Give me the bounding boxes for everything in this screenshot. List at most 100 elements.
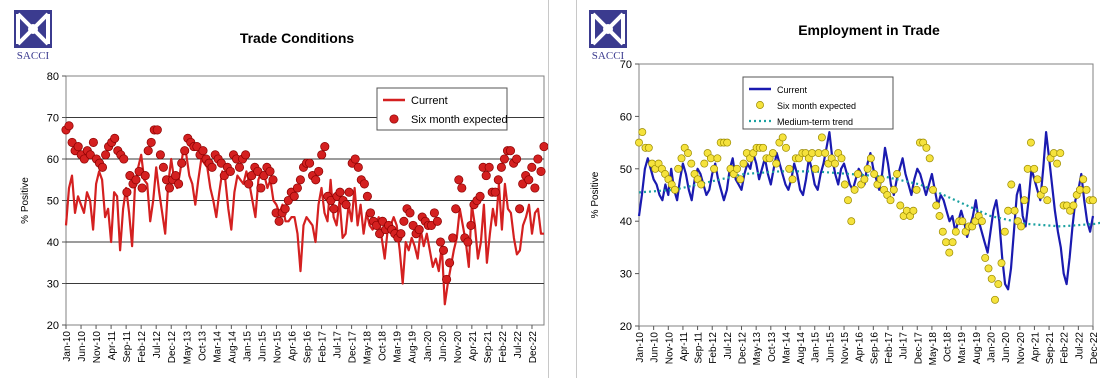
logo-center	[603, 24, 613, 34]
employment-x-tick-label: Nov-20	[1016, 332, 1027, 365]
employment-expected-point	[687, 159, 696, 168]
trade-expected-point	[454, 175, 464, 185]
employment-x-tick-label: Dec-22	[1089, 332, 1100, 365]
trade-expected-point	[466, 220, 476, 230]
employment-x-tick-label: Sep-21	[1045, 332, 1056, 365]
trade-expected-point	[432, 216, 442, 226]
trade-expected-point	[244, 179, 254, 189]
employment-expected-point	[866, 154, 875, 163]
employment-x-tick-label: Jan-10	[635, 332, 646, 363]
logo-center	[28, 24, 38, 34]
trade-expected-point	[164, 183, 175, 193]
employment-expected-point	[811, 164, 820, 173]
employment-expected-point	[713, 154, 722, 163]
trade-x-tick-label: Dec-12	[167, 331, 178, 364]
employment-expected-point	[1023, 164, 1032, 173]
sacci-logo: SACCI	[589, 10, 627, 62]
trade-expected-point	[362, 191, 372, 201]
trade-expected-point	[265, 166, 275, 176]
trade-expected-point	[174, 179, 184, 189]
trade-x-tick-label: Mar-14	[212, 331, 223, 363]
employment-expected-point	[635, 138, 643, 147]
employment-expected-point	[772, 159, 781, 168]
employment-expected-point	[1056, 149, 1065, 158]
employment-x-tick-label: Oct-13	[767, 332, 778, 362]
trade-y-tick-label: 30	[47, 279, 59, 291]
trade-expected-point	[143, 146, 153, 156]
employment-expected-point	[674, 164, 683, 173]
trade-expected-point	[524, 175, 534, 185]
employment-expected-point	[710, 164, 719, 173]
employment-expected-point	[736, 175, 745, 184]
employment-expected-point	[870, 170, 879, 178]
trade-x-tick-label: May-18	[363, 331, 374, 365]
employment-expected-point	[932, 201, 941, 210]
employment-expected-point	[1030, 164, 1039, 173]
trade-x-tick-label: Jan-20	[423, 331, 434, 362]
trade-expected-point	[234, 162, 245, 172]
trade-expected-point	[499, 154, 509, 164]
employment-x-tick-label: Jun-15	[825, 332, 836, 363]
trade-expected-point	[241, 150, 251, 160]
trade-x-tick-label: Jun-15	[257, 331, 268, 362]
trade-expected-point	[152, 125, 162, 135]
employment-expected-point	[697, 180, 706, 189]
employment-expected-point	[782, 143, 790, 152]
trade-expected-point	[119, 154, 129, 164]
trade-x-tick-label: Apr-16	[287, 331, 298, 361]
employment-legend-label: Current	[777, 85, 808, 95]
employment-expected-point	[670, 185, 679, 194]
trade-x-tick-label: Nov-10	[92, 331, 103, 364]
trade-expected-point	[536, 166, 546, 176]
trade-expected-point	[445, 258, 455, 268]
employment-expected-point	[1082, 185, 1091, 194]
employment-expected-point	[814, 149, 823, 158]
trade-expected-point	[399, 216, 409, 226]
employment-expected-point	[847, 217, 856, 226]
employment-expected-point	[945, 248, 954, 257]
employment-expected-point	[984, 264, 993, 273]
employment-in-trade-chart: SACCI Employment in Trade 20 30 40 50 60 70 % Po…	[589, 10, 1100, 366]
trade-expected-point	[137, 183, 147, 193]
employment-expected-point	[863, 164, 872, 173]
employment-series-trend-line	[638, 170, 1100, 228]
trade-expected-point	[88, 137, 98, 147]
trade-x-tick-label: Aug-14	[227, 331, 238, 364]
employment-legend	[742, 76, 894, 130]
employment-expected-point	[638, 128, 647, 137]
trade-expected-point	[463, 237, 473, 247]
employment-x-tick-label: May-18	[928, 332, 939, 366]
employment-expected-point	[860, 175, 869, 184]
employment-x-tick-label: Sep-11	[694, 332, 705, 364]
trade-x-tick-label: May-13	[182, 331, 193, 365]
employment-x-tick-label: Aug-19	[972, 332, 983, 365]
trade-expected-point	[311, 175, 321, 185]
trade-expected-point	[274, 216, 284, 226]
employment-y-tick-label: 30	[620, 269, 632, 281]
employment-legend-label: Six month expected	[777, 101, 856, 111]
employment-y-tick-label: 50	[620, 164, 632, 176]
employment-expected-point	[1053, 159, 1062, 168]
employment-x-tick-label: Sep-16	[869, 332, 880, 365]
employment-x-tick-label: Jun-20	[1001, 332, 1012, 363]
employment-expected-point	[889, 185, 898, 194]
employment-expected-point	[935, 212, 944, 220]
trade-x-tick-label: Aug-19	[408, 331, 419, 364]
trade-legend	[376, 87, 508, 131]
employment-legend-label: Medium-term trend	[777, 117, 853, 127]
employment-expected-point	[925, 154, 934, 163]
trade-x-tick-label: Sep-16	[303, 331, 314, 364]
trade-expected-point	[155, 150, 165, 160]
trade-expected-point	[280, 204, 290, 214]
employment-x-tick-label: Feb-12	[708, 332, 719, 364]
trade-conditions-panel: SACCI Trade Conditions 20 30 40 50 60 70 80 % Pos…	[0, 0, 549, 378]
trade-expected-point	[256, 183, 266, 193]
trade-expected-point	[429, 208, 439, 218]
trade-x-tick-label: Jan-15	[242, 331, 253, 362]
trade-expected-point	[268, 175, 278, 185]
employment-expected-point	[951, 227, 960, 236]
trade-expected-point	[64, 121, 74, 131]
employment-expected-point	[1007, 180, 1016, 189]
trade-expected-point	[539, 142, 548, 152]
employment-expected-point	[808, 149, 817, 158]
